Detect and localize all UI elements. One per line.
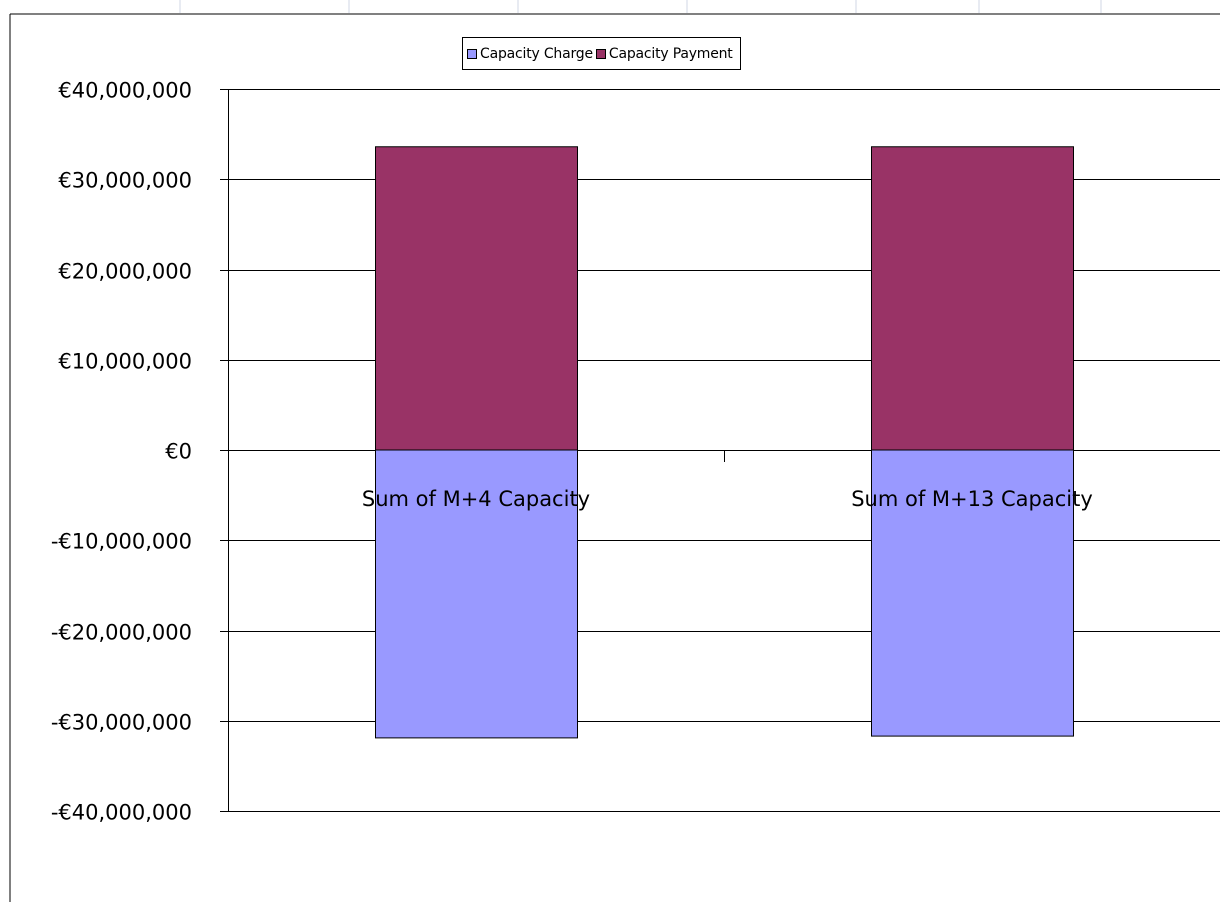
y-tick-label: €20,000,000 [58,260,192,284]
legend: Capacity Charge Capacity Payment [462,37,741,70]
x-tick-label: Sum of M+4 Capacity [362,487,590,511]
bar-capacity-payment [375,146,578,451]
axes [220,89,725,812]
y-tick-label: €30,000,000 [58,169,192,193]
y-tick-label: €0 [165,440,192,464]
y-tick-labels: €40,000,000 €30,000,000 €20,000,000 €10,000… [51,79,192,825]
legend-item-capacity-charge: Capacity Charge [467,46,593,62]
x-tick-labels: Sum of M+4 Capacity Sum of M+13 Capacity [362,487,1093,511]
y-tick-label: -€10,000,000 [51,530,192,554]
bar-capacity-payment [871,146,1074,451]
legend-swatch-capacity-charge [467,48,477,59]
y-tick-label: €40,000,000 [58,79,192,103]
bar-capacity-charge [871,449,1074,737]
legend-swatch-capacity-payment [595,48,606,59]
y-tick-label: -€30,000,000 [51,711,192,735]
legend-label-capacity-payment: Capacity Payment [608,45,733,62]
y-tick-label: -€40,000,000 [51,801,192,825]
x-tick-label: Sum of M+13 Capacity [851,487,1093,511]
legend-label-capacity-charge: Capacity Charge [480,45,593,62]
legend-item-capacity-payment: Capacity Payment [595,45,733,62]
bar-group [375,146,1074,739]
y-tick-label: -€20,000,000 [51,621,192,645]
y-tick-label: €10,000,000 [58,350,192,374]
spreadsheet-cell-borders [179,0,1102,13]
